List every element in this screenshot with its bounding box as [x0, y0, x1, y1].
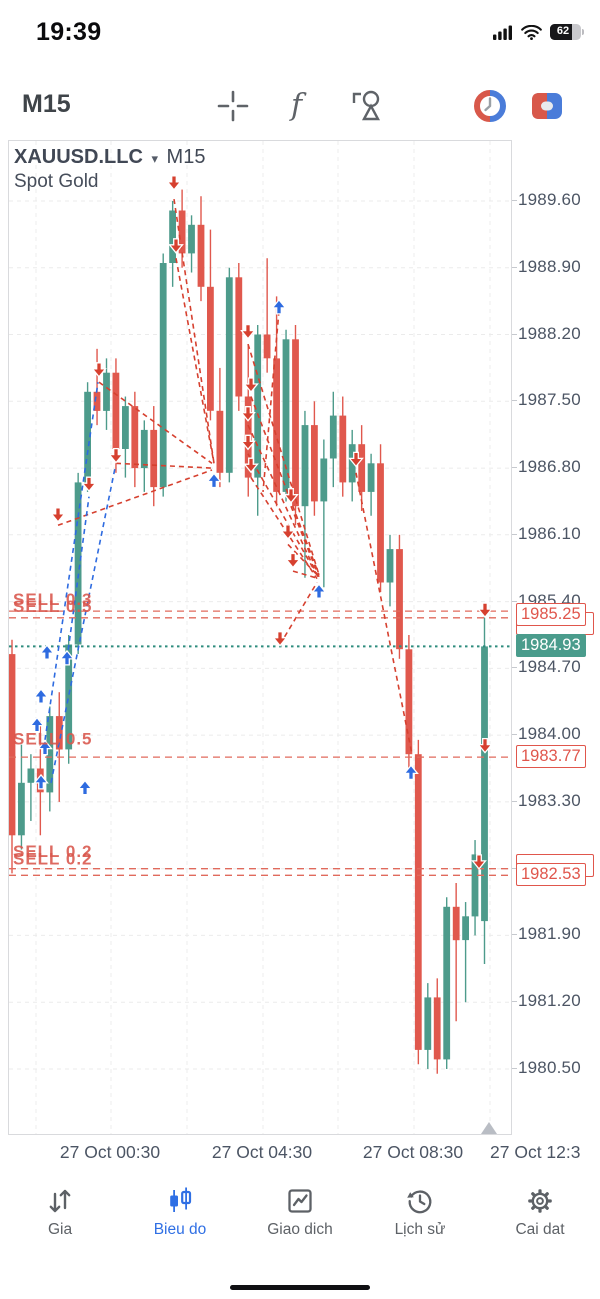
price-chart[interactable]: SELL 0.3 SELL 0.5 SELL 0.5 SELL 0.2 SELL 0.2	[8, 140, 513, 1136]
indicators-button[interactable]: f	[278, 86, 318, 126]
price-axis-label: 1980.50	[518, 1057, 581, 1077]
crosshair-tool-button[interactable]	[213, 86, 253, 126]
new-order-button[interactable]	[527, 86, 567, 126]
price-axis-label: 1986.10	[518, 523, 581, 543]
order-price-tag: 1985.25	[516, 603, 586, 627]
price-axis-tick	[512, 266, 517, 268]
nav-label-chart: Bieu do	[153, 1221, 207, 1238]
timeframe-button[interactable]: M15	[22, 90, 71, 118]
price-axis-tick	[512, 600, 517, 602]
symbol-description: Spot Gold	[14, 171, 99, 192]
price-axis-label: 1988.20	[518, 323, 581, 343]
nav-item-chart[interactable]: Bieu do	[120, 1178, 240, 1264]
nav-label-history: Lịch sử	[394, 1221, 446, 1238]
price-axis-label: 1981.20	[518, 991, 581, 1011]
price-axis-label: 1983.30	[518, 790, 581, 810]
objects-button[interactable]	[345, 86, 385, 126]
price-axis-tick	[512, 1067, 517, 1069]
nav-label-trade: Giao dich	[267, 1221, 333, 1238]
order-price-tag: 1983.77	[516, 744, 586, 768]
price-axis-label: 1984.70	[518, 657, 581, 677]
crosshair-icon	[217, 90, 249, 122]
price-axis-tick	[512, 400, 517, 402]
market-watch-button[interactable]	[470, 86, 510, 126]
price-axis-label: 1987.50	[518, 390, 581, 410]
function-icon: f	[289, 88, 307, 123]
nav-label-settings: Cai dat	[515, 1221, 565, 1238]
gear-icon	[528, 1189, 552, 1213]
price-axis-label: 1988.90	[518, 256, 581, 276]
status-icons: 62	[493, 24, 584, 40]
svg-text:f: f	[289, 88, 307, 123]
time-axis-label: 27 Oct 04:30	[211, 1142, 313, 1162]
history-clock-icon	[407, 1190, 432, 1214]
time-axis-label: 27 Oct 00:30	[59, 1142, 161, 1162]
price-axis-label: 1984.00	[518, 724, 581, 744]
price-axis-label: 1981.90	[518, 924, 581, 944]
svg-text:SELL 0.2: SELL 0.2	[13, 850, 93, 869]
clock-ring-icon	[474, 90, 506, 122]
bottom-navigation: Gia Bieu do Giao dich	[0, 1178, 600, 1264]
svg-text:SELL 0.5: SELL 0.5	[13, 729, 93, 748]
time-axis-label: 27 Oct 08:30	[362, 1142, 464, 1162]
battery-percent: 62	[556, 25, 570, 37]
price-axis-label: 1989.60	[518, 190, 581, 209]
chevron-down-icon: ▾	[151, 151, 158, 166]
nav-item-settings[interactable]: Cai dat	[480, 1178, 600, 1264]
symbol-selector[interactable]: XAUUSD.LLC ▾ M15	[14, 146, 205, 169]
price-axis-tick	[512, 533, 517, 535]
nav-item-trade[interactable]: Giao dich	[240, 1178, 360, 1264]
price-axis-tick	[512, 800, 517, 802]
price-axis-tick	[512, 333, 517, 335]
status-time: 19:39	[36, 18, 102, 46]
svg-text:SELL 0.3: SELL 0.3	[13, 590, 93, 609]
price-axis-tick	[512, 734, 517, 736]
shapes-icon	[352, 90, 381, 121]
price-axis-label: 1986.80	[518, 457, 581, 477]
price-axis-tick	[512, 867, 517, 869]
price-axis-tick	[512, 667, 517, 669]
home-indicator[interactable]	[230, 1285, 370, 1290]
time-axis-label: 27 Oct 12:3	[490, 1142, 581, 1162]
price-axis-tick	[512, 467, 517, 469]
symbol-timeframe: M15	[166, 146, 206, 168]
trade-chart-icon	[288, 1189, 312, 1213]
symbol-name: XAUUSD.LLC	[14, 146, 143, 168]
nav-item-quotes[interactable]: Gia	[0, 1178, 120, 1264]
price-axis-tick	[512, 1001, 517, 1003]
wifi-icon	[521, 24, 542, 40]
price-axis-tick	[512, 934, 517, 936]
chart-candles-icon	[170, 1187, 192, 1212]
svg-text:SELL 0.2: SELL 0.2	[13, 842, 93, 861]
price-axis-tick	[512, 200, 517, 201]
order-price-tag: 1982.53	[516, 862, 586, 886]
svg-text:SELL 0.5: SELL 0.5	[13, 597, 93, 616]
current-price-tag: 1984.93	[516, 633, 586, 657]
nav-label-quotes: Gia	[47, 1221, 73, 1238]
battery-icon: 62	[550, 24, 584, 40]
nav-item-history[interactable]: Lịch sử	[360, 1178, 480, 1264]
trade-toggle-icon	[532, 93, 562, 119]
cellular-signal-icon	[493, 25, 512, 40]
quotes-arrows-icon	[49, 1189, 71, 1213]
